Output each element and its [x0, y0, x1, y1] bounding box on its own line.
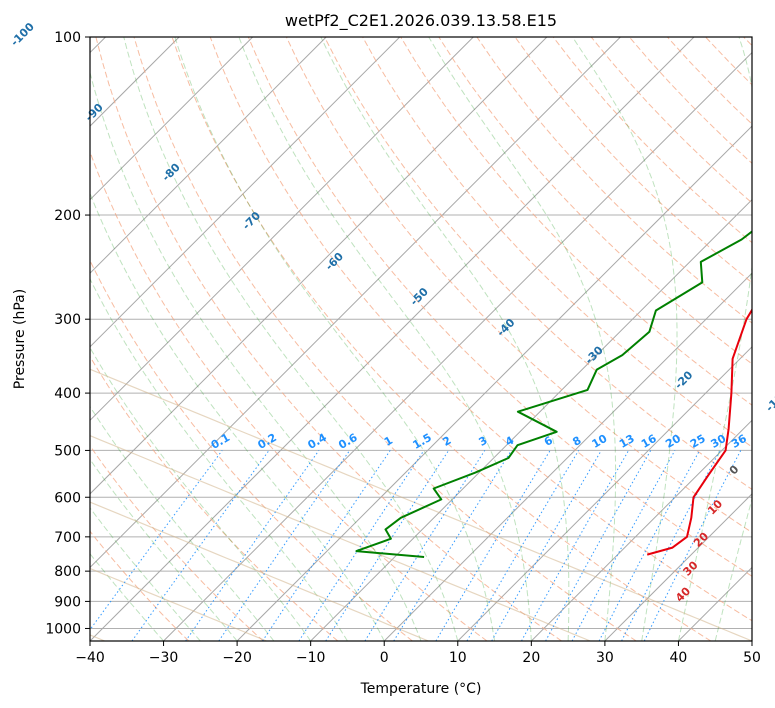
x-tick-label: 50 [743, 650, 761, 666]
mixing-ratio-line [325, 450, 450, 641]
temperature-profile [646, 308, 752, 556]
y-tick-label: 800 [54, 564, 81, 580]
moist-adiabat [174, 37, 496, 641]
dry-adiabat [90, 259, 413, 641]
isotherm-gridline [383, 272, 752, 641]
dry-adiabat [324, 37, 752, 490]
plot-area [90, 37, 752, 641]
x-tick-label: 20 [522, 650, 540, 666]
isotherm-gridline [90, 37, 327, 274]
chart-title: wetPf2_C2E1.2026.039.13.58.E15 [285, 11, 557, 31]
isotherm-gridline [530, 419, 752, 641]
x-tick-label: 10 [449, 650, 467, 666]
x-tick-label: 40 [670, 650, 688, 666]
dry-adiabat [95, 37, 562, 641]
moist-adiabat [90, 277, 348, 641]
curved-guide [90, 501, 429, 641]
isotherm-gridline [90, 37, 401, 348]
isotherm-gridline [90, 37, 548, 495]
curved-guide [90, 567, 267, 641]
x-tick-label: 30 [596, 650, 614, 666]
moist-adiabat [90, 405, 275, 641]
moist-adiabat [90, 346, 312, 641]
dry-adiabat-label: -100 [8, 20, 37, 49]
moist-adiabat [123, 37, 459, 641]
ticks: −40 −30 −20 −10 0 10 20 30 40 50 1000 900 800 700 600 5… [45, 30, 761, 666]
isotherm-gridline [90, 37, 474, 422]
series-layer [355, 230, 752, 558]
curved-guide [90, 435, 591, 641]
y-tick-label: 700 [54, 530, 81, 546]
isotherm-gridline [457, 346, 752, 641]
mixing-ratio-line [90, 450, 223, 631]
y-tick-label: 200 [54, 208, 81, 224]
y-axis-title: Pressure (hPa) [12, 289, 28, 389]
mixing-ratio-line [393, 450, 512, 641]
x-tick-label: 0 [380, 650, 389, 666]
dry-adiabat [90, 355, 339, 641]
isotherm-gridline [604, 493, 752, 641]
y-tick-label: 600 [54, 490, 81, 506]
plot-border [89, 36, 753, 642]
grid [90, 37, 752, 641]
mixing-ratio-line [218, 450, 351, 641]
dry-adiabat [514, 37, 752, 284]
curved-guide [90, 368, 752, 641]
y-tick-label: 300 [54, 312, 81, 328]
dry-adiabat [285, 37, 752, 534]
dry-adiabat [438, 37, 752, 365]
x-tick-label: −10 [296, 650, 326, 666]
dry-adiabat [400, 37, 752, 406]
mixing-ratio-line [571, 450, 676, 641]
plot-background [90, 37, 752, 641]
dry-adiabat [247, 37, 752, 577]
moist-adiabat [238, 37, 532, 641]
y-tick-label: 500 [54, 443, 81, 459]
moist-adiabat [572, 37, 678, 641]
plot-frame [89, 36, 753, 642]
dry-adiabat-label: -10 [763, 391, 775, 414]
mixing-ratio-line [131, 450, 270, 641]
dry-adiabat [90, 530, 190, 641]
isotherm-gridline [751, 640, 752, 641]
moist-adiabat [677, 37, 752, 641]
moist-adiabat [90, 458, 238, 641]
isotherm-gridline [163, 51, 752, 641]
mixing-ratio-line [298, 450, 425, 641]
isotherm-gridline [90, 37, 254, 201]
y-tick-label: 100 [54, 30, 81, 46]
mixing-ratio-line [185, 450, 320, 641]
isotherm-gridline [90, 37, 695, 641]
x-tick-label: −30 [149, 650, 179, 666]
dry-adiabat [90, 444, 264, 641]
moist-adiabat [428, 37, 617, 641]
dry-adiabat [90, 150, 488, 641]
moist-adiabat [90, 192, 385, 641]
dewpoint-profile [355, 230, 752, 558]
moist-adiabat [90, 552, 164, 641]
dry-adiabat [171, 37, 712, 641]
mixing-ratio-line [643, 450, 742, 641]
isotherm-gridline [90, 37, 621, 569]
x-axis-title: Temperature (°C) [360, 681, 482, 697]
moist-adiabat [320, 37, 570, 641]
mixing-ratio-line [262, 450, 391, 641]
dry-adiabat [209, 37, 752, 622]
isotherm-gridline [236, 125, 752, 641]
y-tick-label: 900 [54, 594, 81, 610]
y-tick-label: 400 [54, 386, 81, 402]
mixing-ratio-line [521, 450, 630, 641]
dry-adiabat [133, 37, 637, 641]
moist-adiabat [90, 70, 422, 641]
x-tick-label: −40 [75, 650, 105, 666]
thermo-guides [90, 37, 752, 641]
mixing-ratio-line [545, 450, 652, 641]
x-tick-label: −20 [222, 650, 252, 666]
y-tick-label: 1000 [45, 621, 81, 637]
